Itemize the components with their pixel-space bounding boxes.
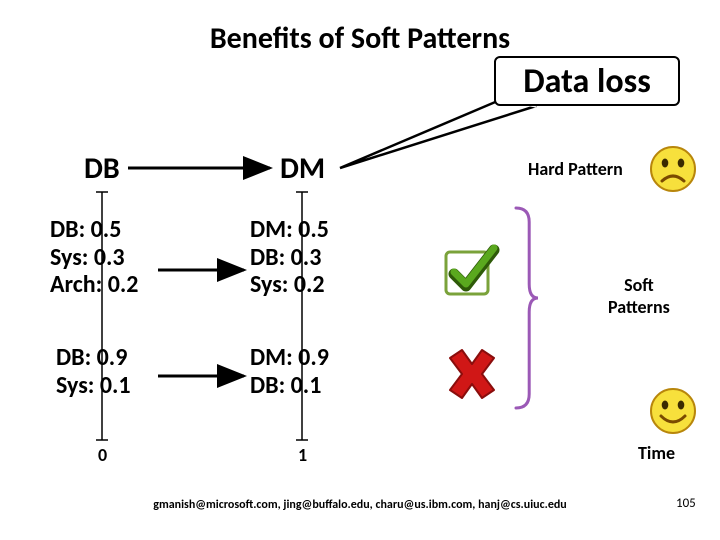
time-axis-label: Time — [638, 442, 675, 464]
axis-label-1: 1 — [298, 444, 307, 466]
soft-line2: Patterns — [608, 296, 670, 318]
soft-patterns-label: Soft Patterns — [608, 274, 670, 318]
soft-line1: Soft — [624, 274, 654, 296]
sad-face-icon — [648, 144, 698, 194]
slide-number: 105 — [676, 496, 696, 511]
data-loss-callout: Data loss — [494, 56, 680, 106]
column-head-dm: DM — [280, 150, 325, 187]
cross-icon — [440, 344, 502, 406]
hard-pattern-label: Hard Pattern — [528, 158, 623, 180]
happy-face-icon — [648, 386, 698, 436]
footer-credits: gmanish@microsoft.com, jing@buffalo.edu,… — [0, 498, 720, 512]
axis-label-0: 0 — [98, 444, 107, 466]
text-block: DB: 0.5Sys: 0.3Arch: 0.2 — [50, 216, 138, 299]
text-block: DM: 0.9DB: 0.1 — [250, 344, 329, 399]
text-block: DM: 0.5DB: 0.3Sys: 0.2 — [250, 216, 329, 299]
slide-title: Benefits of Soft Patterns — [0, 20, 720, 57]
column-head-db: DB — [84, 150, 120, 187]
check-icon — [440, 238, 502, 300]
text-block: DB: 0.9Sys: 0.1 — [56, 344, 131, 399]
